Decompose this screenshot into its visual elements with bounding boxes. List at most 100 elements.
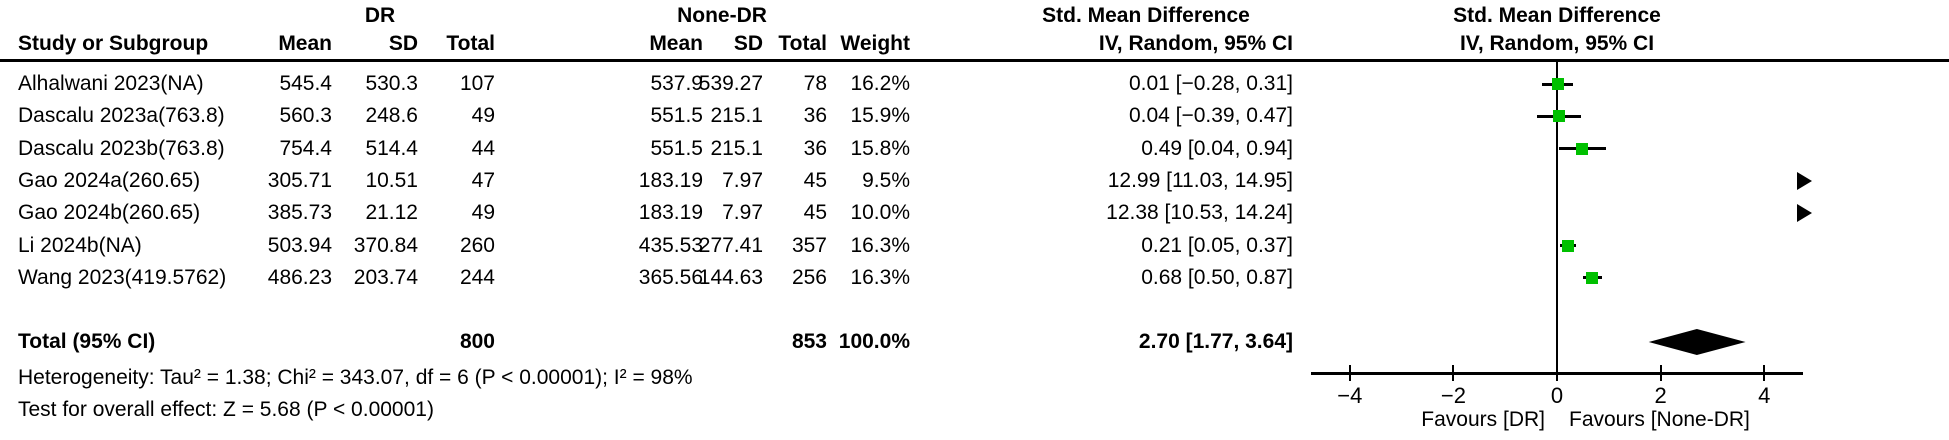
col-header-weight: Weight [840,32,910,55]
smd-ci-text: 0.01 [−0.28, 0.31] [1128,72,1293,95]
weight-value: 9.5% [862,168,910,192]
study-name: Dascalu 2023b(763.8) [18,136,225,160]
axis-tick [1452,365,1455,381]
col-header-mean1: Mean [278,32,332,55]
dr-sd: 21.12 [365,201,418,225]
nonedr-total: 256 [791,265,827,289]
axis-tick-label: 0 [1550,383,1564,408]
nonedr-mean: 365.56 [638,265,703,289]
nonedr-mean: 183.19 [638,201,703,225]
dr-total: 44 [471,136,495,160]
nonedr-total: 78 [803,72,827,95]
header-divider-line [0,59,1949,62]
col-header-mean2: Mean [649,32,703,55]
study-name: Li 2024b(NA) [18,233,142,257]
nonedr-sd: 277.41 [698,233,763,257]
weight-value: 16.3% [850,265,910,289]
total-diamond [1648,329,1746,355]
axis-tick-label: 2 [1654,383,1667,408]
dr-mean: 560.3 [279,104,332,128]
dr-mean: 503.94 [267,233,332,257]
nonedr-mean: 551.5 [650,104,703,128]
effect-header-line1: Std. Mean Difference [1042,4,1250,27]
nonedr-sd: 215.1 [710,104,763,128]
dr-mean: 385.73 [267,201,332,225]
nonedr-sd: 7.97 [722,201,763,225]
smd-ci-text: 12.38 [10.53, 14.24] [1106,201,1293,225]
total-weight: 100.0% [838,330,910,353]
total-n1: 800 [459,330,495,353]
nonedr-total: 357 [791,233,827,257]
col-header-total1: Total [446,32,495,55]
heterogeneity-text: Heterogeneity: Tau² = 1.38; Chi² = 343.0… [18,366,693,389]
study-name: Gao 2024a(260.65) [18,168,201,192]
smd-ci-text: 12.99 [11.03, 14.95] [1107,168,1293,192]
smd-ci-text: 0.68 [0.50, 0.87] [1141,265,1293,289]
zero-reference-line [1556,62,1558,381]
col-header-total2: Total [778,32,827,55]
effect-marker [1553,110,1566,123]
total-label: Total (95% CI) [18,330,156,353]
nonedr-sd: 144.63 [698,265,763,289]
nonedr-mean: 537.9 [650,72,703,95]
weight-value: 16.3% [850,233,910,257]
dr-mean: 754.4 [279,136,332,160]
dr-sd: 248.6 [365,104,418,128]
dr-total: 47 [471,168,495,192]
col-header-sd1: SD [388,32,418,55]
dr-mean: 545.4 [279,72,332,95]
axis-tick-label: −4 [1337,383,1363,408]
study-name: Gao 2024b(260.65) [18,201,201,225]
nonedr-mean: 183.19 [638,168,703,192]
offscale-right-arrow-icon [1797,171,1812,190]
axis-tick [1556,365,1558,381]
group1-header: DR [364,4,396,27]
dr-mean: 486.23 [267,265,332,289]
smd-ci-text: 0.49 [0.04, 0.94] [1141,136,1293,160]
total-n2: 853 [791,330,827,353]
dr-sd: 370.84 [353,233,418,257]
dr-sd: 530.3 [365,72,418,95]
dr-sd: 514.4 [365,136,418,160]
dr-total: 244 [459,265,495,289]
overall-effect-text: Test for overall effect: Z = 5.68 (P < 0… [18,398,434,421]
favours-right-label: Favours [None-DR] [1569,408,1750,431]
effect-marker [1551,78,1564,90]
dr-sd: 203.74 [353,265,418,289]
smd-ci-text: 0.21 [0.05, 0.37] [1141,233,1293,257]
weight-value: 16.2% [850,72,910,95]
axis-tick [1659,365,1662,381]
offscale-right-arrow-icon [1797,204,1812,223]
effect-marker [1561,239,1574,252]
nonedr-sd: 539.27 [698,72,763,95]
dr-total: 260 [459,233,495,257]
group2-header: None-DR [677,4,767,27]
axis-tick [1763,365,1766,381]
favours-left-label: Favours [DR] [1421,408,1545,431]
dr-sd: 10.51 [365,168,418,192]
dr-total: 107 [459,72,495,95]
nonedr-sd: 7.97 [722,168,763,192]
study-name: Wang 2023(419.5762) [18,265,227,289]
axis-tick-label: 4 [1758,383,1771,408]
plot-header-line1: Std. Mean Difference [1453,4,1661,27]
weight-value: 15.8% [850,136,910,160]
nonedr-sd: 215.1 [710,136,763,160]
smd-ci-text: 0.04 [−0.39, 0.47] [1128,104,1293,128]
study-name: Dascalu 2023a(763.8) [18,104,225,128]
nonedr-total: 45 [803,168,827,192]
nonedr-total: 36 [803,136,827,160]
effect-marker [1586,271,1599,284]
weight-value: 15.9% [850,104,910,128]
nonedr-total: 36 [803,104,827,128]
effect-marker [1576,142,1589,155]
dr-total: 49 [471,201,495,225]
weight-value: 10.0% [850,201,910,225]
study-name: Alhalwani 2023(NA) [18,72,204,95]
total-ci-text: 2.70 [1.77, 3.64] [1138,330,1293,353]
dr-mean: 305.71 [267,168,332,192]
plot-header-line2: IV, Random, 95% CI [1459,32,1655,55]
col-header-sd2: SD [733,32,763,55]
col-header-study: Study or Subgroup [18,32,209,55]
